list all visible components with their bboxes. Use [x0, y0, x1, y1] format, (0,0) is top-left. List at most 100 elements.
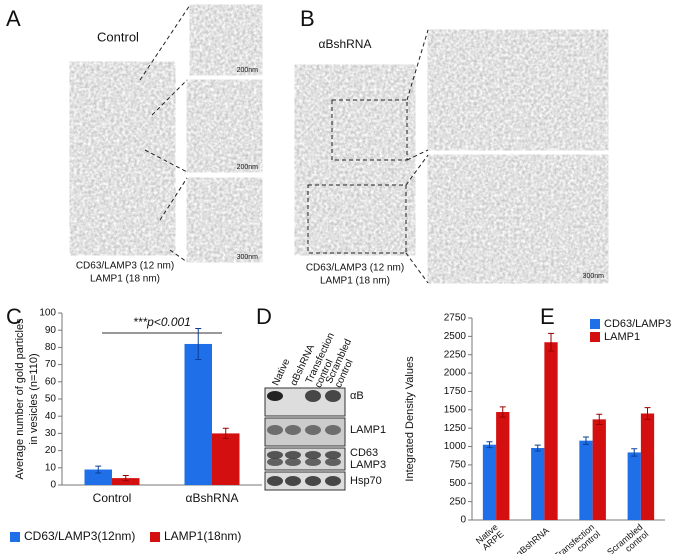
error-bar	[195, 327, 202, 360]
caption: LAMP1 (18 nm)	[90, 274, 160, 285]
error-bar	[95, 465, 102, 474]
band-label: LAMP1	[350, 424, 386, 436]
y-tick-label: 2500	[444, 331, 467, 342]
error-bar	[644, 407, 651, 420]
micrograph	[69, 61, 176, 256]
blot-band	[285, 458, 301, 466]
blot-band	[267, 425, 283, 435]
y-axis-label: Integrated Density Values	[404, 356, 416, 482]
y-tick-label: 80	[45, 342, 57, 353]
x-tick-label: Control	[93, 491, 132, 505]
error-bar	[486, 441, 493, 449]
legend-label: LAMP1	[604, 331, 640, 343]
panel-label: D	[256, 304, 272, 329]
error-bar	[548, 332, 555, 352]
blot-band	[305, 458, 321, 466]
y-tick-label: 1250	[444, 423, 467, 434]
blot-band	[267, 451, 283, 459]
error-bar	[596, 413, 603, 426]
error-bar	[222, 427, 229, 440]
y-tick-label: 0	[460, 515, 466, 526]
y-tick-label: 20	[45, 445, 57, 456]
blot-band	[305, 476, 321, 486]
y-tick-label: 0	[50, 480, 56, 491]
condition-label: Control	[97, 29, 139, 44]
legend-label: CD63/LAMP3	[604, 318, 671, 330]
inset	[189, 4, 263, 76]
bar	[640, 413, 655, 520]
error-bar	[631, 448, 638, 457]
y-tick-label: 2000	[444, 368, 467, 379]
blot-band	[325, 390, 341, 402]
blot-band	[325, 425, 341, 435]
inset	[427, 154, 609, 284]
caption: LAMP1 (18 nm)	[320, 276, 390, 287]
inset	[427, 29, 609, 151]
scale-bar: 200nm	[237, 164, 259, 171]
band-label: Hsp70	[350, 475, 382, 487]
zoom-lines	[405, 29, 429, 284]
y-tick-label: 30	[45, 428, 57, 439]
x-tick-label-line: αBshRNA	[514, 526, 551, 554]
x-tick-label: Scrambledcontrol	[605, 522, 650, 554]
bar	[112, 478, 140, 485]
error-bar	[499, 406, 506, 418]
blot-band	[267, 458, 283, 466]
zoom-box	[331, 99, 408, 161]
caption: CD63/LAMP3 (12 nm)	[306, 263, 404, 274]
y-axis-label: Average number of gold particles	[14, 318, 26, 480]
y-tick-label: 40	[45, 411, 57, 422]
y-tick-label: 2250	[444, 349, 467, 360]
y-tick-label: 100	[39, 308, 56, 319]
bar	[184, 343, 212, 485]
micrograph	[294, 64, 416, 256]
y-tick-label: 500	[449, 478, 466, 489]
panel-label: E	[540, 304, 555, 329]
y-axis-label: in vesicles (n=110)	[28, 353, 40, 444]
y-tick-label: 1500	[444, 404, 467, 415]
panel-label: B	[300, 6, 315, 31]
blot-band	[325, 458, 341, 466]
y-tick-label: 90	[45, 325, 57, 336]
bar	[544, 342, 558, 520]
error-bar	[122, 475, 129, 482]
error-bar	[582, 436, 589, 445]
legend-label: LAMP1(18nm)	[164, 529, 241, 543]
blot-band	[285, 425, 301, 435]
band-label: αB	[350, 390, 364, 402]
caption: CD63/LAMP3 (12 nm)	[76, 261, 174, 272]
error-bar	[534, 444, 541, 452]
western-blot	[264, 387, 346, 491]
y-tick-label: 10	[45, 462, 57, 473]
bar	[531, 448, 545, 520]
legend-swatch	[590, 319, 600, 329]
blot-band	[305, 425, 321, 435]
bar	[212, 433, 240, 485]
y-tick-label: 50	[45, 394, 57, 405]
y-tick-label: 2750	[444, 313, 467, 324]
blot-band	[305, 390, 321, 402]
blot-band	[285, 451, 301, 459]
scale-bar: 300nm	[583, 273, 605, 280]
x-tick-label: αBshRNA	[186, 491, 239, 505]
blot-band	[325, 451, 341, 459]
x-tick-label: NativeARPE	[474, 522, 506, 553]
x-tick-label: αBshRNA	[514, 526, 551, 554]
panel-label: C	[6, 304, 22, 329]
blot-band	[267, 391, 283, 401]
zoom-box	[307, 184, 407, 254]
inset	[186, 177, 263, 263]
bar	[592, 419, 606, 520]
y-tick-label: 1000	[444, 441, 467, 452]
y-tick-label: 250	[449, 496, 466, 507]
bar	[496, 412, 510, 520]
annotation: ***p<0.001	[133, 315, 191, 329]
bar	[579, 440, 593, 520]
y-tick-label: 1750	[444, 386, 467, 397]
zoom-lines	[139, 4, 191, 263]
band-label: CD63	[350, 447, 378, 459]
blot-band	[267, 476, 283, 486]
band-label: LAMP3	[350, 459, 386, 471]
legend-swatch	[590, 332, 600, 342]
